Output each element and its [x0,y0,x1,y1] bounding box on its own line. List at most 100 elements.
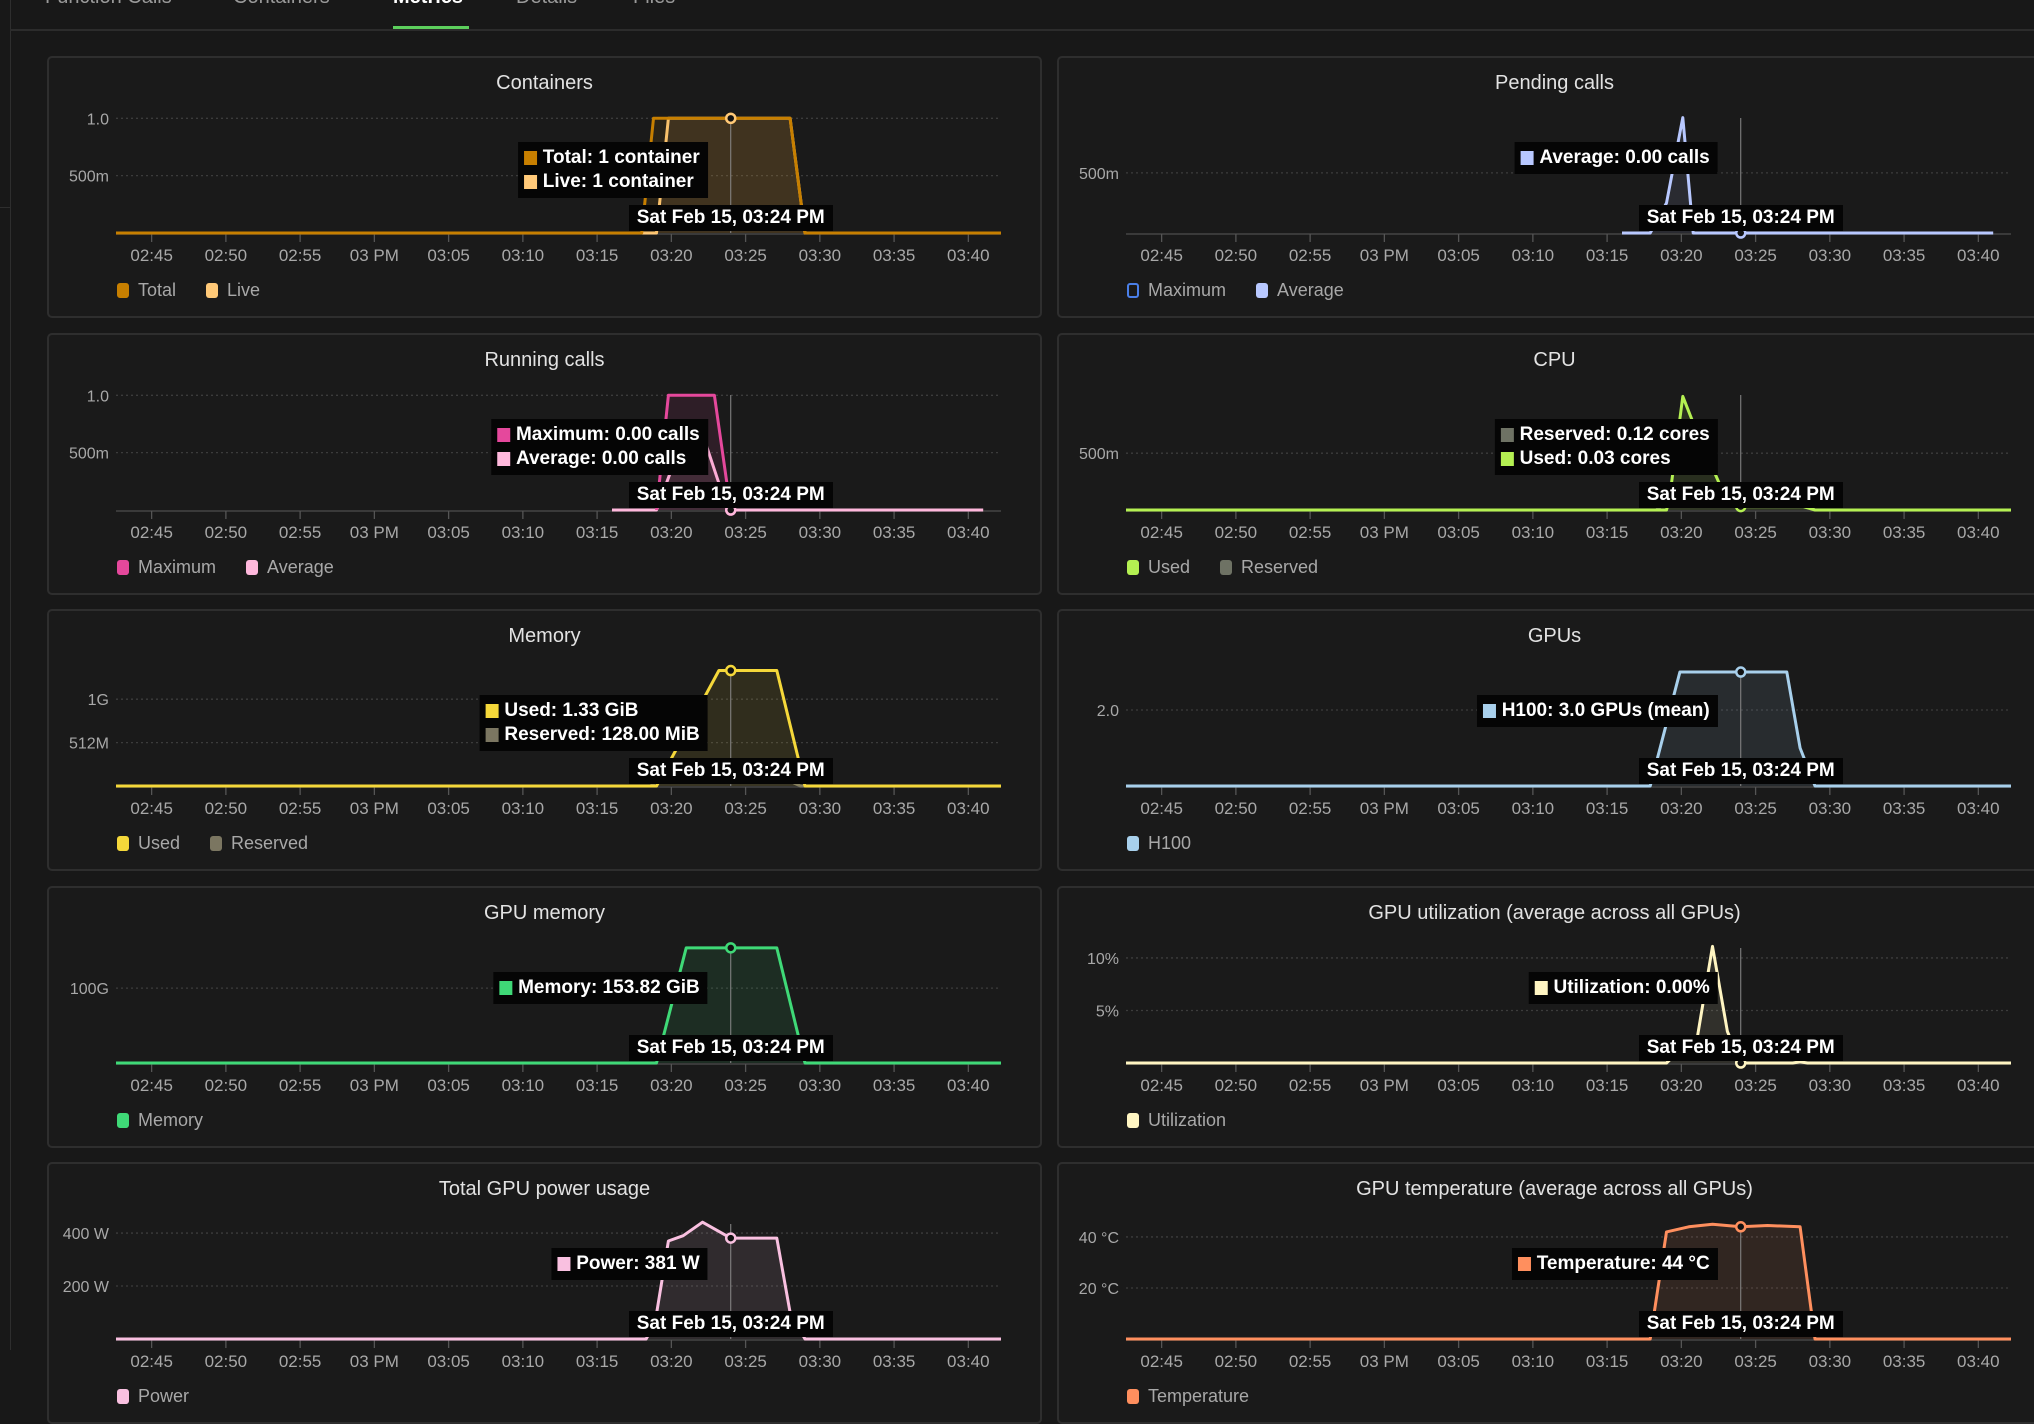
series-area-temperature [1126,1224,2011,1339]
legend-item-live[interactable]: Live [206,280,260,301]
legend-item-total[interactable]: Total [117,280,176,301]
legend-label: Memory [138,1109,204,1130]
series-line-temperature [1126,1222,2011,1341]
x-tick-label: 03:25 [724,1352,767,1371]
x-tick-label: 02:45 [1140,1352,1183,1371]
tab-function-calls[interactable]: Function Calls [45,0,172,9]
legend-label: Maximum [138,556,217,577]
legend-item-reserved[interactable]: Reserved [1220,557,1318,578]
legend-item-maximum[interactable]: Maximum [117,557,216,578]
tooltip-row: Total: 1 container [523,146,700,170]
legend-item-memory[interactable]: Memory [117,1110,203,1131]
chart-title: GPU utilization (average across all GPUs… [1368,901,1741,924]
x-tick-label: 03:40 [947,523,990,542]
x-tick-label: 03:35 [873,246,916,265]
x-tick-label: 03:30 [799,523,842,542]
hover-time-label: Sat Feb 15, 03:24 PM [1638,481,1843,508]
tab-containers[interactable]: Containers [233,0,330,9]
legend-item-utilization[interactable]: Utilization [1127,1110,1226,1131]
x-tick-label: 02:50 [205,1352,248,1371]
legend-swatch [1127,1389,1139,1404]
chart-plot[interactable]: 400 W 200 W 02:45 02:50 02:55 03 PM 03:05 03:10… [49,1164,1042,1424]
legend-item-used[interactable]: Used [1127,557,1190,578]
chart-title: Total GPU power usage [438,1178,651,1200]
legend-item-power[interactable]: Power [117,1386,189,1407]
tooltip-row: Live: 1 container [523,170,700,194]
chart-plot[interactable]: 100G 02:45 02:50 02:55 03 PM 03:05 03:10 03:15 0… [49,888,1042,1148]
chart-plot[interactable]: 1.0 500m 02:45 02:50 02:55 03 PM 03:05 03:10 03:… [49,58,1042,318]
chart-legend: H100 [1127,833,1191,854]
x-tick-label: 03:10 [1512,246,1555,265]
x-tick-label: 03 PM [1360,1076,1409,1095]
hover-marker [724,664,737,677]
tab-details[interactable]: Details [516,0,577,9]
x-tick-label: 03:40 [1957,523,2000,542]
x-tick-label: 02:50 [1215,523,1258,542]
tooltip-row: Power: 381 W [557,1252,700,1276]
y-tick-label: 400 W [63,1226,110,1243]
chart-panel: 10% 5% 02:45 02:50 02:55 03 PM 03:05 03:10 03:15… [1057,885,2034,1148]
chart-plot[interactable]: 10% 5% 02:45 02:50 02:55 03 PM 03:05 03:10 03:15… [1059,888,2034,1148]
x-tick-label: 03:15 [1586,523,1629,542]
series-area-live [116,118,1001,233]
tooltip-text: Total: 1 container [542,147,700,168]
hover-time-label: Sat Feb 15, 03:24 PM [1638,1311,1843,1337]
x-tick-label: 03 PM [1360,523,1409,542]
tab-files[interactable]: Files [633,0,675,9]
x-tick-label: 02:45 [1140,523,1183,542]
legend-item-average[interactable]: Average [246,557,334,578]
series-area-total [116,118,1001,233]
tooltip-swatch [1500,427,1514,442]
y-tick-label: 1G [88,692,109,709]
hover-marker [724,941,737,954]
x-tick-label: 03:10 [502,1352,545,1371]
series-line-h100 [1126,670,2011,788]
legend-item-h100[interactable]: H100 [1127,833,1191,854]
hover-time-label: Sat Feb 15, 03:24 PM [628,1311,833,1337]
legend-swatch [1127,283,1139,298]
legend-swatch [117,283,129,298]
x-tick-label: 03:30 [1809,799,1852,818]
y-tick-label: 5% [1096,1003,1119,1020]
legend-item-used[interactable]: Used [117,833,180,854]
chart-panel: 2.0 02:45 02:50 02:55 03 PM 03:05 03:10 03:15 03… [1057,609,2034,871]
x-tick-label: 03:40 [1957,1352,2000,1371]
x-tick-label: 02:50 [1215,1352,1258,1371]
x-tick-label: 03:35 [873,799,916,818]
tooltip-swatch [1520,151,1534,165]
legend-swatch [117,1389,129,1404]
chart-plot[interactable]: 2.0 02:45 02:50 02:55 03 PM 03:05 03:10 03:15 03… [1059,611,2034,871]
series-line-reserved [1126,493,2011,511]
y-tick-label: 1.0 [87,388,109,405]
legend-item-average[interactable]: Average [1256,280,1344,301]
x-tick-label: 02:55 [279,523,322,542]
tooltip-swatch [1517,1257,1531,1271]
tooltip-swatch [499,980,513,995]
x-tick-label: 03:05 [1437,246,1480,265]
legend-label: Utilization [1148,1109,1227,1130]
hover-time-label: Sat Feb 15, 03:24 PM [1638,758,1843,784]
x-tick-label: 03 PM [1360,1352,1409,1371]
x-tick-label: 03:25 [724,1076,767,1095]
hover-time-label: Sat Feb 15, 03:24 PM [628,205,833,231]
x-tick-label: 03:20 [650,246,693,265]
legend-item-temperature[interactable]: Temperature [1127,1386,1249,1407]
chart-tooltip: Average: 0.00 calls [1514,142,1718,174]
tooltip-text: Memory: 153.82 GiB [518,976,700,998]
legend-swatch [1127,836,1139,851]
chart-plot[interactable]: 500m 02:45 02:50 02:55 03 PM 03:05 03:10 03:15 0… [1059,58,2034,318]
chart-plot[interactable]: 40 °C 20 °C 02:45 02:50 02:55 03 PM 03:05 03:10… [1059,1164,2034,1424]
chart-tooltip: Power: 381 W [551,1248,708,1280]
tab-metrics[interactable]: Metrics [393,0,463,9]
legend-item-reserved[interactable]: Reserved [210,833,308,854]
x-tick-label: 02:50 [1215,799,1258,818]
series-area-utilization [1126,945,2011,1063]
legend-item-maximum[interactable]: Maximum [1127,280,1226,301]
metrics-grid: 1.0 500m 02:45 02:50 02:55 03 PM 03:05 03:10 03:… [47,56,2034,1424]
tooltip-text: Reserved: 0.12 cores [1519,423,1710,445]
y-tick-label: 100G [70,981,109,998]
x-tick-label: 03:10 [1512,1076,1555,1095]
x-tick-label: 03:05 [427,799,470,818]
x-tick-label: 03:25 [1734,246,1777,265]
x-tick-label: 02:50 [205,246,248,265]
